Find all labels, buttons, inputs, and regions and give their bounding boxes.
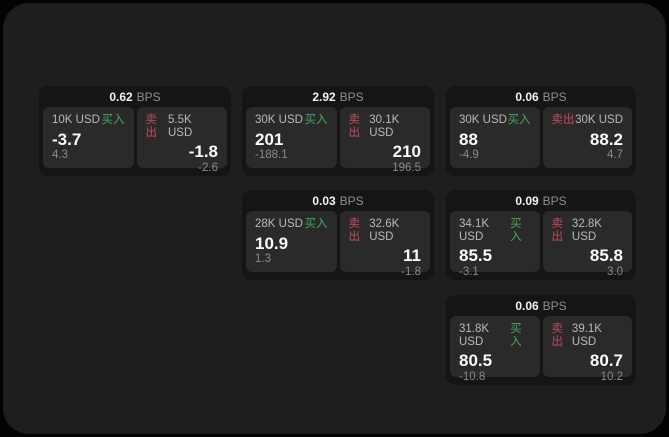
buy-side-label: 买入 xyxy=(510,218,522,243)
buy-panel[interactable]: 31.8K USD 买入 80.5 -10.8 xyxy=(450,316,540,383)
buy-panel[interactable]: 30K USD 买入 88 -4.9 xyxy=(450,107,540,168)
bps-value: 0.62 xyxy=(109,89,133,104)
sell-price: 80.7 xyxy=(589,351,623,371)
buy-amount: 28K USD xyxy=(255,218,303,230)
bps-unit: BPS xyxy=(542,193,567,208)
sell-price: 85.8 xyxy=(589,246,623,266)
buy-amount: 30K USD xyxy=(255,114,303,126)
buy-delta: -188.1 xyxy=(255,149,288,162)
sell-price: 11 xyxy=(403,246,421,266)
buy-delta: -10.8 xyxy=(459,370,486,383)
buy-side-label: 买入 xyxy=(507,114,531,126)
buy-amount: 31.8K USD xyxy=(459,323,490,348)
buy-side-label: 买入 xyxy=(304,114,328,126)
sell-amount: 30K USD xyxy=(575,114,623,126)
sell-amount: 39.1K USD xyxy=(571,323,602,348)
sell-delta: -2.6 xyxy=(198,161,218,174)
bps-unit: BPS xyxy=(339,193,364,208)
bps-value: 2.92 xyxy=(312,89,336,104)
buy-panel[interactable]: 28K USD 买入 10.9 1.3 xyxy=(246,211,337,272)
buy-side-label: 买入 xyxy=(101,114,125,126)
buy-delta: 4.3 xyxy=(52,149,68,162)
bps-value: 0.03 xyxy=(312,193,336,208)
sell-panel[interactable]: 卖出 39.1K USD 80.7 10.2 xyxy=(542,316,632,383)
buy-side-label: 买入 xyxy=(510,323,522,348)
bps-unit: BPS xyxy=(542,89,567,104)
sell-panel[interactable]: 卖出 32.8K USD 85.8 3.0 xyxy=(542,211,632,278)
bps-value: 0.06 xyxy=(515,89,539,104)
buy-price: -3.7 xyxy=(52,129,82,149)
sell-side-label: 卖出 xyxy=(348,114,361,139)
sell-price: -1.8 xyxy=(188,142,218,162)
sell-amount: 32.6K USD xyxy=(369,218,400,243)
bps-value: 0.09 xyxy=(515,193,539,208)
buy-amount: 30K USD xyxy=(459,114,507,126)
bps-header: 0.06 BPS xyxy=(446,295,636,316)
buy-panel[interactable]: 34.1K USD 买入 85.5 -3.1 xyxy=(450,211,540,278)
buy-panel[interactable]: 30K USD 买入 201 -188.1 xyxy=(246,107,337,168)
bps-unit: BPS xyxy=(136,89,161,104)
quote-panels: 34.1K USD 买入 85.5 -3.1 卖出 32.8K USD 85.8… xyxy=(446,211,636,278)
sell-side-label: 卖出 xyxy=(551,114,575,126)
sell-delta: 3.0 xyxy=(607,265,623,278)
sell-price: 210 xyxy=(392,142,421,162)
quote-panels: 30K USD 买入 88 -4.9 卖出 30K USD 88.2 4.7 xyxy=(446,107,636,172)
quote-card-1: 0.62 BPS 10K USD 买入 -3.7 4.3 卖出 5.5K USD… xyxy=(39,86,231,176)
sell-panel[interactable]: 卖出 32.6K USD 11 -1.8 xyxy=(339,211,430,278)
quote-card-4: 0.06 BPS 30K USD 买入 88 -4.9 卖出 30K USD 8… xyxy=(446,86,636,176)
sell-panel[interactable]: 卖出 5.5K USD -1.8 -2.6 xyxy=(136,107,227,174)
app-container: 0.62 BPS 10K USD 买入 -3.7 4.3 卖出 5.5K USD… xyxy=(3,3,666,434)
buy-delta: 1.3 xyxy=(255,253,271,266)
quote-panels: 31.8K USD 买入 80.5 -10.8 卖出 39.1K USD 80.… xyxy=(446,316,636,383)
buy-amount: 34.1K USD xyxy=(459,218,490,243)
sell-delta: -1.8 xyxy=(401,265,421,278)
sell-amount: 5.5K USD xyxy=(167,114,193,139)
sell-delta: 10.2 xyxy=(600,370,623,383)
sell-amount: 32.8K USD xyxy=(571,218,602,243)
sell-panel[interactable]: 卖出 30.1K USD 210 196.5 xyxy=(339,107,430,174)
sell-side-label: 卖出 xyxy=(551,323,564,348)
bps-header: 0.09 BPS xyxy=(446,190,636,211)
sell-delta: 196.5 xyxy=(392,161,421,174)
buy-price: 88 xyxy=(459,129,478,149)
bps-header: 2.92 BPS xyxy=(242,86,434,107)
sell-side-label: 卖出 xyxy=(145,114,158,139)
quote-card-2: 2.92 BPS 30K USD 买入 201 -188.1 卖出 30.1K … xyxy=(242,86,434,176)
bps-header: 0.06 BPS xyxy=(446,86,636,107)
buy-price: 80.5 xyxy=(459,351,493,371)
bps-unit: BPS xyxy=(542,298,567,313)
sell-delta: 4.7 xyxy=(607,149,623,162)
bps-header: 0.03 BPS xyxy=(242,190,434,211)
sell-panel[interactable]: 卖出 30K USD 88.2 4.7 xyxy=(542,107,632,168)
sell-price: 88.2 xyxy=(589,129,623,149)
buy-side-label: 买入 xyxy=(304,218,328,230)
quote-panels: 10K USD 买入 -3.7 4.3 卖出 5.5K USD -1.8 -2.… xyxy=(39,107,231,174)
bps-unit: BPS xyxy=(339,89,364,104)
sell-amount: 30.1K USD xyxy=(369,114,400,139)
bps-header: 0.62 BPS xyxy=(39,86,231,107)
buy-delta: -3.1 xyxy=(459,265,479,278)
quote-card-5: 0.09 BPS 34.1K USD 买入 85.5 -3.1 卖出 32.8K… xyxy=(446,190,636,280)
bps-value: 0.06 xyxy=(515,298,539,313)
buy-price: 201 xyxy=(255,129,284,149)
quote-panels: 30K USD 买入 201 -188.1 卖出 30.1K USD 210 1… xyxy=(242,107,434,174)
sell-side-label: 卖出 xyxy=(348,218,361,243)
quote-card-3: 0.03 BPS 28K USD 买入 10.9 1.3 卖出 32.6K US… xyxy=(242,190,434,280)
buy-price: 10.9 xyxy=(255,233,289,253)
buy-panel[interactable]: 10K USD 买入 -3.7 4.3 xyxy=(43,107,134,168)
buy-delta: -4.9 xyxy=(459,149,479,162)
buy-price: 85.5 xyxy=(459,246,493,266)
buy-amount: 10K USD xyxy=(52,114,100,126)
quote-panels: 28K USD 买入 10.9 1.3 卖出 32.6K USD 11 -1.8 xyxy=(242,211,434,278)
sell-side-label: 卖出 xyxy=(551,218,564,243)
quote-card-6: 0.06 BPS 31.8K USD 买入 80.5 -10.8 卖出 39.1… xyxy=(446,295,636,385)
